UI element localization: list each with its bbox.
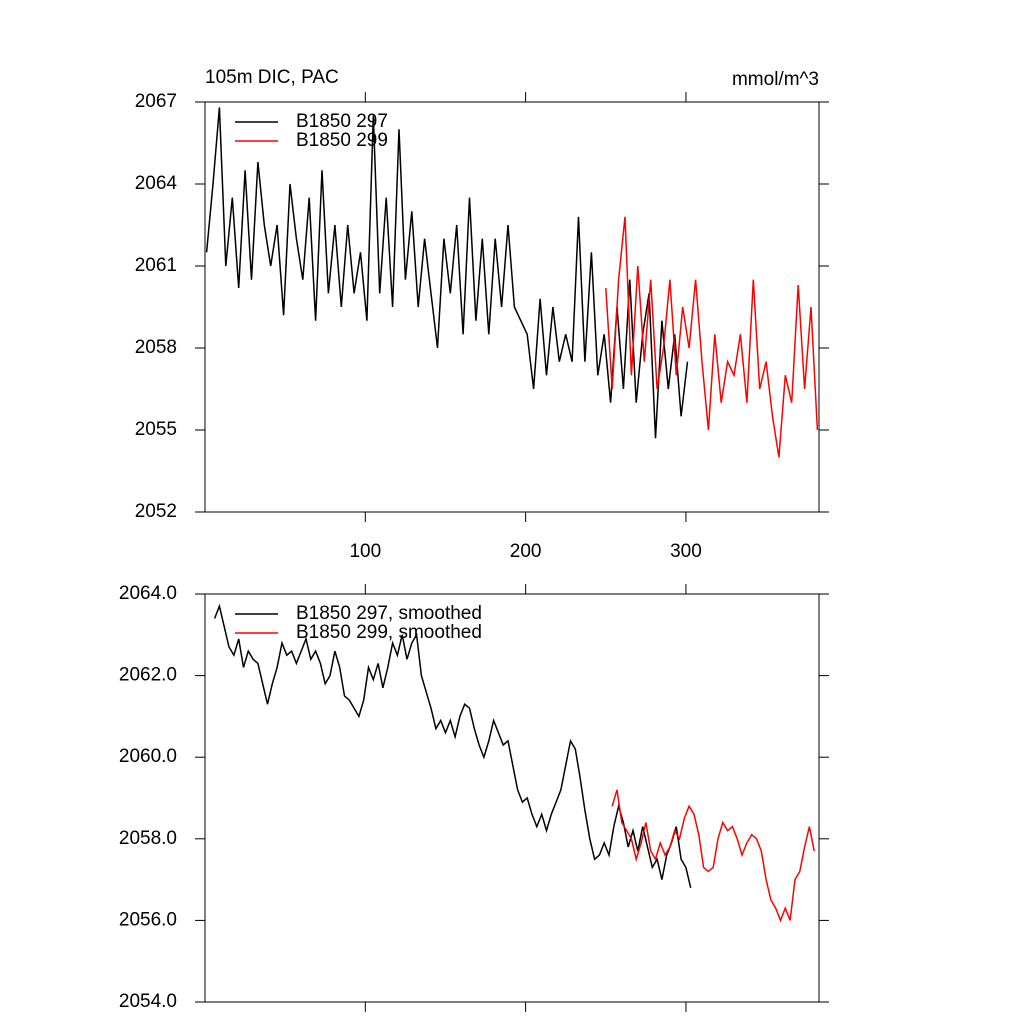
y-tick-label: 2054.0	[119, 991, 177, 1012]
y-tick-label: 2067	[135, 91, 177, 112]
legend-label: B1850 299	[296, 130, 388, 151]
y-tick-label: 2058	[135, 337, 177, 358]
data-line	[605, 216, 819, 458]
chart-title: 105m DIC, PAC	[205, 67, 339, 88]
plot-frame	[204, 593, 820, 1003]
y-tick-label: 2058.0	[119, 828, 177, 849]
legend-label: B1850 297	[296, 111, 388, 132]
legend-label: B1850 297, smoothed	[296, 603, 482, 624]
data-line	[205, 107, 689, 439]
y-tick-label: 2062.0	[119, 665, 177, 686]
legend-label: B1850 299, smoothed	[296, 622, 482, 643]
y-tick-label: 2055	[135, 419, 177, 440]
plot-frame	[204, 101, 820, 513]
x-tick-label: 100	[349, 541, 381, 562]
x-tick-label: 300	[670, 541, 702, 562]
data-line	[611, 789, 815, 923]
units-label: mmol/m^3	[732, 69, 819, 90]
y-tick-label: 2060.0	[119, 746, 177, 767]
x-tick-label: 200	[510, 541, 542, 562]
data-line	[213, 603, 692, 888]
y-tick-label: 2056.0	[119, 909, 177, 930]
y-tick-label: 2064.0	[119, 583, 177, 604]
y-tick-label: 2064	[135, 173, 178, 194]
y-tick-label: 2061	[135, 255, 177, 276]
y-tick-label: 2052	[135, 501, 177, 522]
